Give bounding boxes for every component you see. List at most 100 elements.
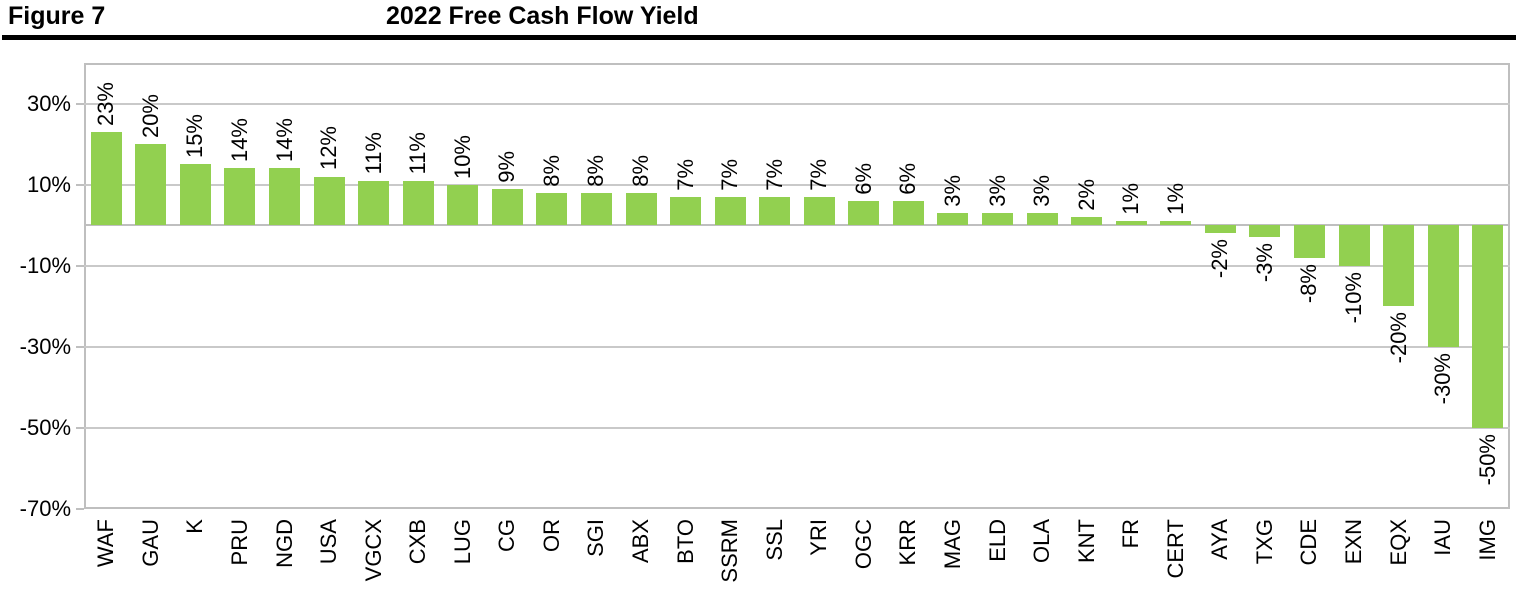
bar-OGC: [848, 200, 880, 226]
bar-KNT: [1071, 217, 1103, 226]
bar-value-label: 8%: [628, 154, 654, 187]
bar-value-label: 7%: [672, 159, 698, 191]
bar-MAG: [937, 213, 969, 226]
bar-TXG: [1249, 225, 1281, 238]
x-axis-label-LUG: LUG: [449, 519, 475, 565]
bar-ABX: [625, 192, 657, 226]
bar-value-label: 7%: [806, 159, 832, 191]
bar-CDE: [1293, 225, 1325, 258]
x-axis-label-SSRM: SSRM: [717, 519, 743, 583]
chart-title: 2022 Free Cash Flow Yield: [386, 2, 699, 30]
gridline: [84, 426, 1510, 429]
x-axis-label-PRU: PRU: [226, 519, 252, 566]
y-axis-tick: [76, 508, 84, 510]
bar-PRU: [224, 168, 256, 226]
plot-area: [84, 63, 1510, 509]
bar-BTO: [670, 196, 702, 226]
bar-CERT: [1160, 221, 1192, 226]
bar-value-label: 14%: [271, 118, 297, 163]
x-axis-label-OGC: OGC: [850, 519, 876, 570]
bar-NGD: [269, 168, 301, 226]
bar-EQX: [1383, 225, 1415, 307]
x-axis-label-IMG: IMG: [1474, 519, 1500, 561]
x-axis-label-OLA: OLA: [1029, 519, 1055, 564]
bar-OR: [536, 192, 568, 226]
y-axis-tick-label: -30%: [19, 333, 71, 359]
x-axis-label-YRI: YRI: [806, 519, 832, 556]
x-axis-label-SGI: SGI: [583, 519, 609, 557]
bar-SGI: [580, 192, 612, 226]
x-axis-label-KNT: KNT: [1073, 519, 1099, 563]
bar-value-label: -10%: [1341, 271, 1367, 324]
bar-value-label: 7%: [717, 159, 743, 191]
x-axis-label-IAU: IAU: [1430, 519, 1456, 556]
y-axis-tick-label: -10%: [19, 252, 71, 278]
bar-SSL: [759, 196, 791, 226]
bar-value-label: 2%: [1073, 179, 1099, 212]
x-axis-label-BTO: BTO: [672, 519, 698, 564]
x-axis-label-EQX: EQX: [1385, 519, 1411, 566]
x-axis-label-KRR: KRR: [895, 519, 921, 566]
bar-WAF: [90, 131, 122, 226]
gridline: [84, 345, 1510, 348]
bar-YRI: [803, 196, 835, 226]
x-axis-label-OR: OR: [538, 519, 564, 552]
y-axis-tick-label: -50%: [19, 414, 71, 440]
header-divider: [2, 35, 1516, 40]
x-axis-label-SSL: SSL: [761, 519, 787, 561]
x-axis-label-FR: FR: [1118, 519, 1144, 549]
bar-value-label: 23%: [93, 81, 119, 126]
bar-CG: [491, 188, 523, 226]
y-axis-tick-label: 30%: [26, 90, 71, 116]
bar-value-label: -50%: [1474, 433, 1500, 486]
x-axis-label-EXN: EXN: [1341, 519, 1367, 565]
bar-AYA: [1204, 225, 1236, 234]
x-axis-label-MAG: MAG: [939, 519, 965, 570]
y-axis-tick: [76, 426, 84, 429]
gridline: [84, 102, 1510, 105]
bar-value-label: 3%: [939, 175, 965, 208]
bar-value-label: 7%: [761, 159, 787, 191]
bar-GAU: [135, 144, 167, 226]
x-axis-label-USA: USA: [316, 519, 342, 565]
bar-value-label: 8%: [583, 154, 609, 187]
bar-value-label: 11%: [405, 132, 431, 175]
y-axis-tick-label: 10%: [26, 171, 71, 197]
bar-value-label: 6%: [895, 163, 921, 195]
bar-value-label: 10%: [449, 134, 475, 179]
y-axis-tick-label: -70%: [19, 496, 71, 521]
x-axis-label-CG: CG: [494, 519, 520, 552]
bar-IAU: [1427, 225, 1459, 347]
x-axis-label-ABX: ABX: [628, 519, 654, 564]
bar-VGCX: [358, 180, 390, 226]
bar-value-label: 14%: [226, 118, 252, 163]
figure-label: Figure 7: [8, 2, 106, 30]
gridline: [84, 264, 1510, 267]
x-axis-label-GAU: GAU: [137, 519, 163, 567]
bar-value-label: -2%: [1207, 239, 1233, 279]
bar-value-label: -3%: [1251, 243, 1277, 283]
x-axis-label-CERT: CERT: [1162, 519, 1188, 579]
x-axis-label-AYA: AYA: [1207, 519, 1233, 560]
bar-value-label: 8%: [538, 154, 564, 187]
bar-value-label: 15%: [182, 114, 208, 159]
bar-ELD: [982, 213, 1014, 226]
gridline: [84, 183, 1510, 186]
bar-EXN: [1338, 225, 1370, 266]
bar-value-label: 12%: [316, 126, 342, 171]
x-axis-label-VGCX: VGCX: [360, 519, 386, 582]
bar-value-label: -30%: [1430, 352, 1456, 405]
y-axis-tick: [76, 345, 84, 348]
x-axis-label-WAF: WAF: [93, 519, 119, 568]
x-axis-label-CXB: CXB: [405, 519, 431, 565]
bar-LUG: [447, 184, 479, 226]
y-axis-tick: [76, 264, 84, 267]
bar-value-label: 1%: [1162, 183, 1188, 216]
bar-value-label: 20%: [137, 94, 163, 139]
bar-OLA: [1026, 213, 1058, 226]
bar-value-label: -20%: [1385, 312, 1411, 364]
figure-header: Figure 7 2022 Free Cash Flow Yield: [0, 0, 1520, 42]
fcf-yield-bar-chart: 30% 10% -10% -30% -50% -70% 23% WAF 20% GAU 15% K 14…: [0, 42, 1520, 612]
bar-K: [179, 164, 211, 226]
